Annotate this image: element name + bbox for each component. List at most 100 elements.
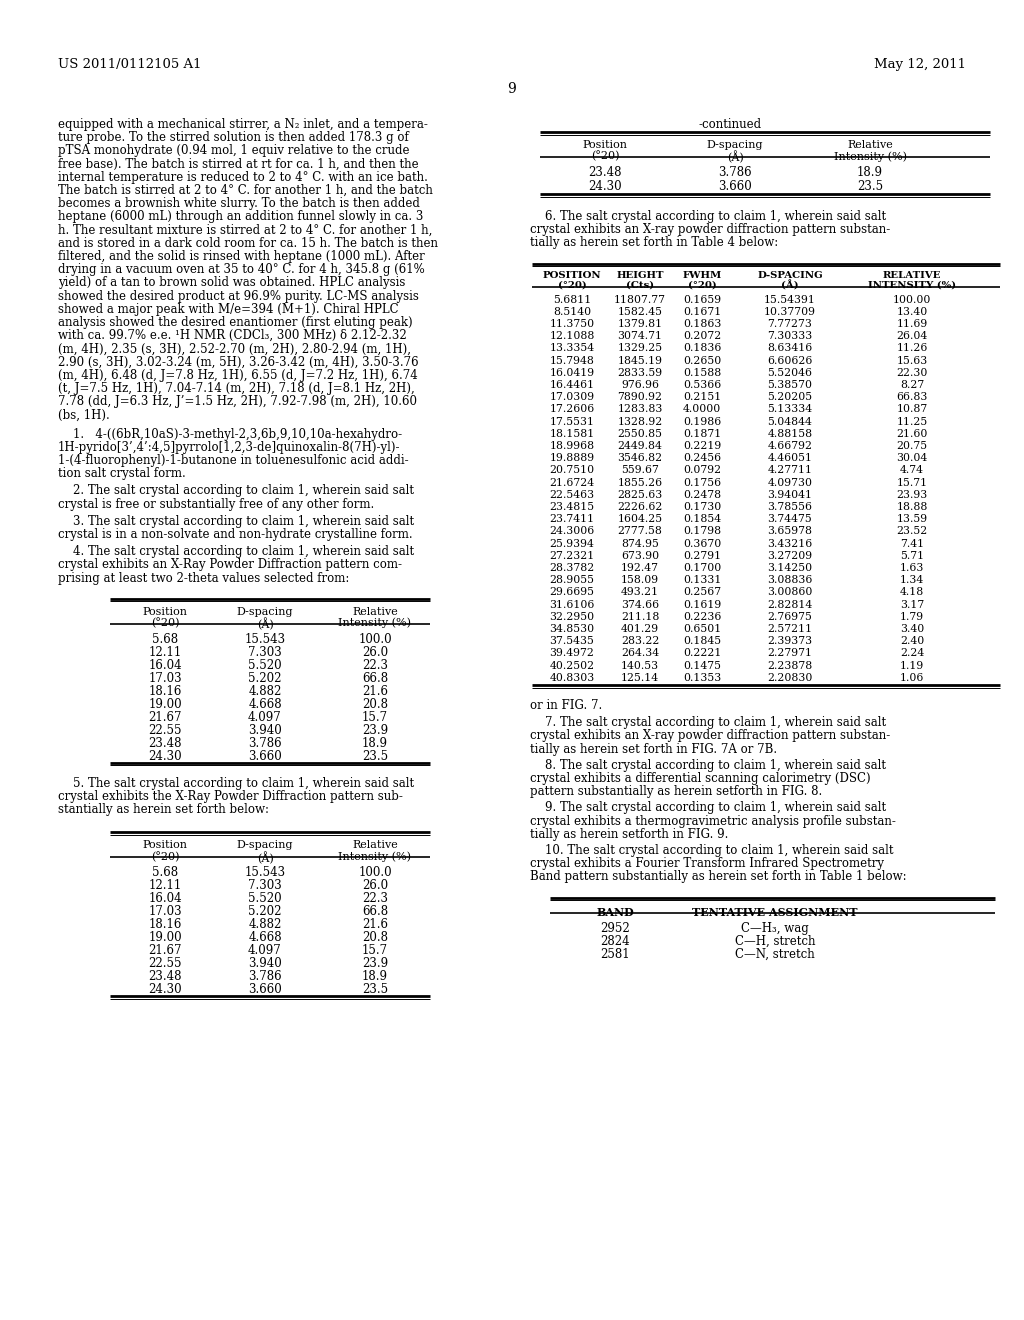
Text: crystal exhibits a differential scanning calorimetry (DSC): crystal exhibits a differential scanning… — [530, 772, 870, 785]
Text: 16.04: 16.04 — [148, 659, 182, 672]
Text: drying in a vacuum oven at 35 to 40° C. for 4 h, 345.8 g (61%: drying in a vacuum oven at 35 to 40° C. … — [58, 263, 425, 276]
Text: C—N, stretch: C—N, stretch — [735, 948, 815, 961]
Text: 9: 9 — [508, 82, 516, 96]
Text: 874.95: 874.95 — [622, 539, 658, 549]
Text: tially as herein set forth in FIG. 7A or 7B.: tially as herein set forth in FIG. 7A or… — [530, 743, 777, 755]
Text: 4.097: 4.097 — [248, 710, 282, 723]
Text: 1328.92: 1328.92 — [617, 417, 663, 426]
Text: HEIGHT: HEIGHT — [616, 271, 664, 280]
Text: Band pattern substantially as herein set forth in Table 1 below:: Band pattern substantially as herein set… — [530, 870, 906, 883]
Text: 3.40: 3.40 — [900, 624, 924, 634]
Text: showed a major peak with M/e=394 (M+1). Chiral HPLC: showed a major peak with M/e=394 (M+1). … — [58, 302, 398, 315]
Text: 23.52: 23.52 — [896, 527, 928, 536]
Text: 18.9: 18.9 — [362, 970, 388, 983]
Text: 4.097: 4.097 — [248, 944, 282, 957]
Text: crystal exhibits a Fourier Transform Infrared Spectrometry: crystal exhibits a Fourier Transform Inf… — [530, 857, 884, 870]
Text: (Å): (Å) — [727, 150, 743, 164]
Text: Intensity (%): Intensity (%) — [339, 851, 412, 862]
Text: 19.00: 19.00 — [148, 698, 182, 710]
Text: 11.69: 11.69 — [896, 319, 928, 329]
Text: 0.2478: 0.2478 — [683, 490, 721, 500]
Text: D-SPACING: D-SPACING — [757, 271, 823, 280]
Text: 4.46051: 4.46051 — [768, 453, 812, 463]
Text: 3.786: 3.786 — [248, 737, 282, 750]
Text: 7.78 (dd, J=6.3 Hz, J’=1.5 Hz, 2H), 7.92-7.98 (m, 2H), 10.60: 7.78 (dd, J=6.3 Hz, J’=1.5 Hz, 2H), 7.92… — [58, 395, 417, 408]
Text: 4.09730: 4.09730 — [768, 478, 812, 487]
Text: tion salt crystal form.: tion salt crystal form. — [58, 467, 185, 480]
Text: 2550.85: 2550.85 — [617, 429, 663, 438]
Text: 18.9968: 18.9968 — [550, 441, 595, 451]
Text: 15.7948: 15.7948 — [550, 355, 595, 366]
Text: 40.8303: 40.8303 — [549, 673, 595, 682]
Text: 673.90: 673.90 — [621, 550, 659, 561]
Text: 283.22: 283.22 — [621, 636, 659, 647]
Text: (Å): (Å) — [781, 281, 799, 290]
Text: 2825.63: 2825.63 — [617, 490, 663, 500]
Text: 3.660: 3.660 — [248, 750, 282, 763]
Text: 0.1619: 0.1619 — [683, 599, 721, 610]
Text: Relative: Relative — [352, 841, 398, 850]
Text: 66.83: 66.83 — [896, 392, 928, 403]
Text: 8.63416: 8.63416 — [767, 343, 813, 354]
Text: 15.7: 15.7 — [361, 710, 388, 723]
Text: (m, 4H), 6.48 (d, J=7.8 Hz, 1H), 6.55 (d, J=7.2 Hz, 1H), 6.74: (m, 4H), 6.48 (d, J=7.8 Hz, 1H), 6.55 (d… — [58, 368, 418, 381]
Text: 1845.19: 1845.19 — [617, 355, 663, 366]
Text: 15.543: 15.543 — [245, 866, 286, 879]
Text: 4.27711: 4.27711 — [768, 466, 812, 475]
Text: 3546.82: 3546.82 — [617, 453, 663, 463]
Text: 4.882: 4.882 — [248, 919, 282, 932]
Text: 1855.26: 1855.26 — [617, 478, 663, 487]
Text: 21.6724: 21.6724 — [550, 478, 595, 487]
Text: 15.54391: 15.54391 — [764, 294, 816, 305]
Text: tially as herein set forth in Table 4 below:: tially as herein set forth in Table 4 be… — [530, 236, 778, 249]
Text: 3.78556: 3.78556 — [768, 502, 812, 512]
Text: 7.303: 7.303 — [248, 879, 282, 892]
Text: crystal exhibits an X-ray powder diffraction pattern substan-: crystal exhibits an X-ray powder diffrac… — [530, 730, 890, 742]
Text: 7.303: 7.303 — [248, 645, 282, 659]
Text: 2952: 2952 — [600, 921, 630, 935]
Text: (°20): (°20) — [151, 851, 179, 862]
Text: crystal is free or substantially free of any other form.: crystal is free or substantially free of… — [58, 498, 374, 511]
Text: 24.30: 24.30 — [148, 750, 182, 763]
Text: becomes a brownish white slurry. To the batch is then added: becomes a brownish white slurry. To the … — [58, 197, 420, 210]
Text: 5.6811: 5.6811 — [553, 294, 591, 305]
Text: US 2011/0112105 A1: US 2011/0112105 A1 — [58, 58, 202, 71]
Text: 12.11: 12.11 — [148, 879, 181, 892]
Text: 0.1331: 0.1331 — [683, 576, 721, 585]
Text: 3074.71: 3074.71 — [617, 331, 663, 341]
Text: filtered, and the solid is rinsed with heptane (1000 mL). After: filtered, and the solid is rinsed with h… — [58, 249, 425, 263]
Text: 23.48: 23.48 — [148, 970, 181, 983]
Text: ture probe. To the stirred solution is then added 178.3 g of: ture probe. To the stirred solution is t… — [58, 131, 409, 144]
Text: 24.30: 24.30 — [588, 180, 622, 193]
Text: yield) of a tan to brown solid was obtained. HPLC analysis: yield) of a tan to brown solid was obtai… — [58, 276, 406, 289]
Text: 4.88158: 4.88158 — [767, 429, 813, 438]
Text: 4.74: 4.74 — [900, 466, 924, 475]
Text: 3.660: 3.660 — [248, 983, 282, 997]
Text: pTSA monohydrate (0.94 mol, 1 equiv relative to the crude: pTSA monohydrate (0.94 mol, 1 equiv rela… — [58, 144, 410, 157]
Text: 0.1659: 0.1659 — [683, 294, 721, 305]
Text: 0.1700: 0.1700 — [683, 564, 721, 573]
Text: 211.18: 211.18 — [621, 611, 659, 622]
Text: 140.53: 140.53 — [621, 660, 659, 671]
Text: 16.0419: 16.0419 — [550, 368, 595, 378]
Text: 18.16: 18.16 — [148, 919, 181, 932]
Text: 0.1871: 0.1871 — [683, 429, 721, 438]
Text: crystal exhibits a thermogravimetric analysis profile substan-: crystal exhibits a thermogravimetric ana… — [530, 814, 896, 828]
Text: 12.1088: 12.1088 — [549, 331, 595, 341]
Text: crystal exhibits the X-Ray Powder Diffraction pattern sub-: crystal exhibits the X-Ray Powder Diffra… — [58, 789, 402, 803]
Text: 3.65978: 3.65978 — [768, 527, 812, 536]
Text: 0.2456: 0.2456 — [683, 453, 721, 463]
Text: 8.5140: 8.5140 — [553, 306, 591, 317]
Text: TENTATIVE ASSIGNMENT: TENTATIVE ASSIGNMENT — [692, 907, 858, 917]
Text: 10. The salt crystal according to claim 1, wherein said salt: 10. The salt crystal according to claim … — [530, 843, 894, 857]
Text: 26.0: 26.0 — [361, 879, 388, 892]
Text: 18.1581: 18.1581 — [549, 429, 595, 438]
Text: 1604.25: 1604.25 — [617, 515, 663, 524]
Text: 24.30: 24.30 — [148, 983, 182, 997]
Text: 24.3006: 24.3006 — [549, 527, 595, 536]
Text: 1379.81: 1379.81 — [617, 319, 663, 329]
Text: 5.520: 5.520 — [248, 659, 282, 672]
Text: 3.786: 3.786 — [248, 970, 282, 983]
Text: 1.   4-((6bR,10aS)-3-methyl-2,3,6b,9,10,10a-hexahydro-: 1. 4-((6bR,10aS)-3-methyl-2,3,6b,9,10,10… — [58, 428, 402, 441]
Text: 66.8: 66.8 — [361, 906, 388, 919]
